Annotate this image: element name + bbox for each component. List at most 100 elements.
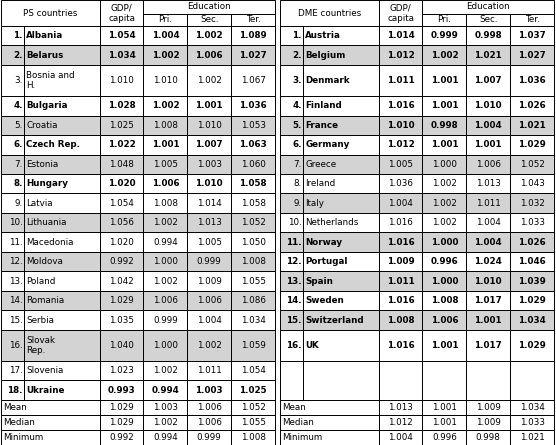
Bar — [231, 154, 275, 174]
Bar — [24, 361, 100, 380]
Text: 1.001: 1.001 — [430, 76, 458, 85]
Text: 1.008: 1.008 — [387, 316, 414, 324]
Text: 1.001: 1.001 — [432, 403, 457, 412]
Text: Median: Median — [282, 418, 314, 427]
Bar — [100, 213, 143, 232]
Bar — [423, 232, 466, 252]
Text: 1.029: 1.029 — [518, 140, 546, 150]
Bar — [379, 116, 423, 135]
Bar — [187, 415, 231, 430]
Bar — [143, 400, 187, 415]
Bar — [280, 232, 303, 252]
Bar — [231, 330, 275, 361]
Bar — [379, 194, 423, 213]
Bar — [280, 415, 379, 430]
Text: 16.: 16. — [9, 341, 23, 350]
Bar — [1, 400, 100, 415]
Bar — [510, 174, 554, 194]
Text: 1.011: 1.011 — [476, 199, 500, 208]
Text: 1.007: 1.007 — [195, 140, 223, 150]
Bar — [379, 45, 423, 65]
Text: 16.: 16. — [286, 341, 302, 350]
Bar — [24, 271, 100, 291]
Bar — [187, 26, 231, 45]
Text: 1.006: 1.006 — [152, 179, 179, 188]
Bar — [379, 271, 423, 291]
Text: Pri.: Pri. — [438, 15, 451, 24]
Bar — [143, 213, 187, 232]
Bar — [303, 252, 379, 271]
Bar — [423, 116, 466, 135]
Text: 2.: 2. — [292, 51, 302, 60]
Text: 1.014: 1.014 — [197, 199, 222, 208]
Bar — [510, 415, 554, 430]
Bar — [24, 380, 100, 400]
Bar — [379, 135, 423, 154]
Bar — [423, 0, 554, 13]
Text: Median: Median — [3, 418, 35, 427]
Bar — [1, 135, 24, 154]
Text: 1.003: 1.003 — [153, 403, 178, 412]
Bar — [187, 380, 231, 400]
Bar — [1, 271, 24, 291]
Bar — [100, 271, 143, 291]
Text: 1.002: 1.002 — [153, 366, 178, 375]
Bar — [303, 194, 379, 213]
Text: 1.001: 1.001 — [152, 140, 179, 150]
Bar — [379, 232, 423, 252]
Text: PS countries: PS countries — [23, 8, 77, 17]
Bar — [187, 65, 231, 96]
Bar — [231, 380, 275, 400]
Text: 1.033: 1.033 — [519, 218, 544, 227]
Bar — [280, 271, 303, 291]
Text: 13.: 13. — [9, 277, 23, 286]
Bar — [24, 213, 100, 232]
Text: 1.025: 1.025 — [239, 386, 267, 395]
Text: 1.017: 1.017 — [474, 341, 502, 350]
Text: 1.000: 1.000 — [431, 277, 458, 286]
Text: 1.042: 1.042 — [109, 277, 134, 286]
Bar — [100, 330, 143, 361]
Bar — [466, 26, 510, 45]
Bar — [423, 174, 466, 194]
Bar — [379, 213, 423, 232]
Text: Bulgaria: Bulgaria — [26, 101, 68, 110]
Bar — [187, 154, 231, 174]
Text: 1.032: 1.032 — [520, 199, 544, 208]
Text: Denmark: Denmark — [305, 76, 350, 85]
Bar — [423, 361, 466, 400]
Bar — [280, 45, 303, 65]
Text: 1.002: 1.002 — [197, 76, 222, 85]
Bar — [466, 213, 510, 232]
Text: 1.053: 1.053 — [241, 121, 266, 130]
Text: 0.998: 0.998 — [474, 31, 502, 40]
Text: 1.029: 1.029 — [518, 341, 546, 350]
Bar — [280, 116, 303, 135]
Text: Ter.: Ter. — [246, 15, 260, 24]
Text: 1.009: 1.009 — [476, 418, 500, 427]
Text: 1.008: 1.008 — [241, 433, 266, 442]
Text: 1.058: 1.058 — [241, 199, 266, 208]
Bar — [100, 252, 143, 271]
Text: 1.036: 1.036 — [239, 101, 267, 110]
Bar — [187, 13, 231, 26]
Bar — [510, 154, 554, 174]
Text: 6.: 6. — [292, 140, 302, 150]
Text: 0.999: 0.999 — [153, 316, 178, 324]
Bar — [510, 13, 554, 26]
Text: Belgium: Belgium — [305, 51, 346, 60]
Text: 1.: 1. — [292, 31, 302, 40]
Bar — [303, 65, 379, 96]
Bar — [423, 415, 466, 430]
Text: 1.002: 1.002 — [195, 31, 223, 40]
Bar — [1, 26, 24, 45]
Bar — [187, 135, 231, 154]
Text: 8.: 8. — [13, 179, 23, 188]
Text: 1.004: 1.004 — [474, 121, 502, 130]
Text: 1.000: 1.000 — [431, 238, 458, 247]
Text: 1.052: 1.052 — [520, 160, 544, 169]
Text: 1.037: 1.037 — [518, 31, 546, 40]
Text: 1.048: 1.048 — [109, 160, 134, 169]
Text: 1.001: 1.001 — [432, 418, 457, 427]
Bar — [231, 415, 275, 430]
